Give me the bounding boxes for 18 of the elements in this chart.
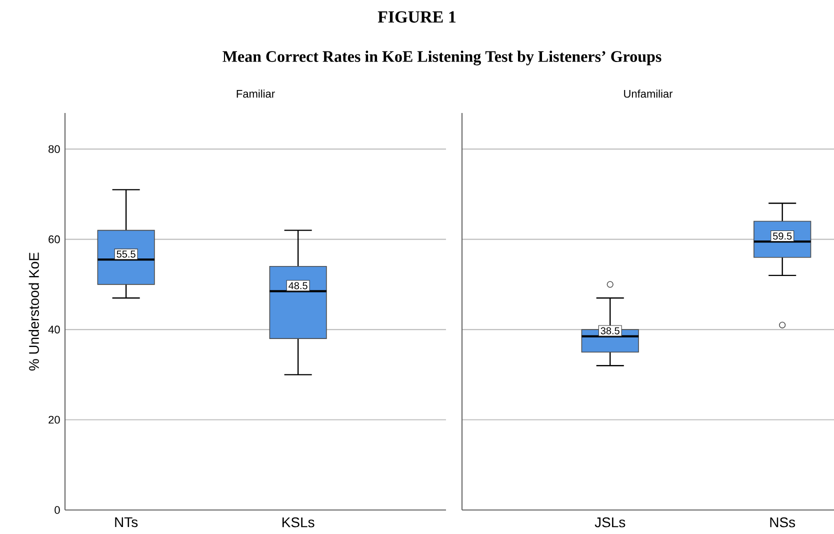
x-tick-label: NTs xyxy=(115,517,138,528)
text: 48.5 xyxy=(288,282,308,290)
text: Mean Correct Rates in KoE Listening Test by Listeners’ Groups xyxy=(222,50,662,66)
y-tick-label: 60 xyxy=(48,235,60,244)
text: 38.5 xyxy=(600,327,620,334)
y-tick-label: 0 xyxy=(54,506,60,514)
y-axis-title: % Understood KoE xyxy=(28,252,39,371)
x-tick-label: JSLs xyxy=(594,517,626,528)
chart-title: Familiar xyxy=(236,90,275,98)
x-tick-label: NSs xyxy=(770,517,796,528)
y-tick-label: 80 xyxy=(48,145,60,153)
chart-title: Unfamiliar xyxy=(624,90,673,98)
text: 59.5 xyxy=(773,232,792,240)
y-tick-label: 40 xyxy=(48,326,60,334)
x-tick-label: KSLs xyxy=(282,517,314,528)
caption: FIGURE 1 xyxy=(378,11,456,23)
text: 55.5 xyxy=(116,250,136,258)
y-tick-label: 20 xyxy=(48,416,60,424)
